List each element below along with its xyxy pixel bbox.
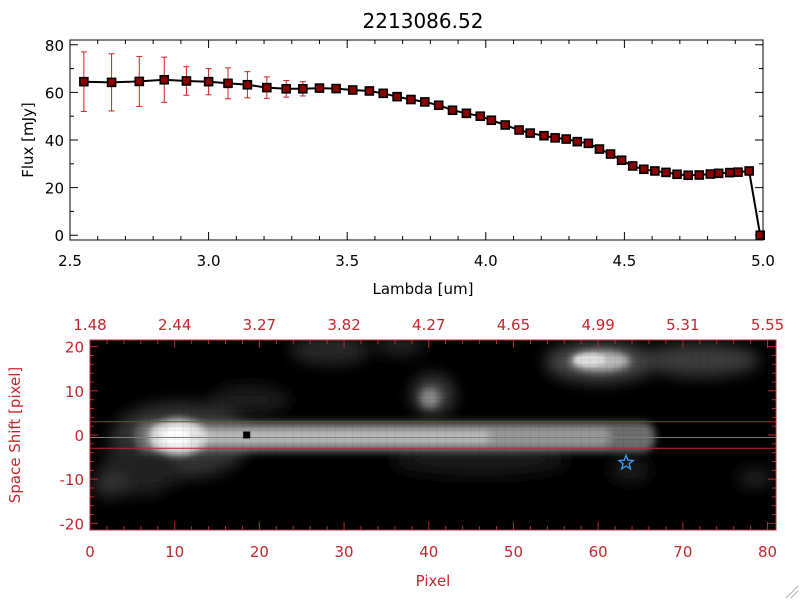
spectrum-y-label: Flux [mJy] (19, 102, 37, 178)
spectrum-axes: 2.5 3.0 3.5 4.0 4.5 5.0 0 20 40 60 80 (45, 37, 775, 270)
x-tick-label: 60 (589, 543, 608, 561)
data-point (79, 76, 89, 87)
y-tick-label: 10 (65, 383, 84, 401)
y-tick-label: 40 (45, 132, 64, 150)
data-point (347, 85, 358, 95)
data-point (242, 79, 253, 90)
data-point (572, 136, 583, 147)
data-point (281, 84, 292, 94)
data-point (433, 100, 444, 111)
data-point (616, 155, 627, 166)
y-tick-label: 80 (45, 37, 64, 55)
data-point (713, 168, 724, 179)
star-icon (617, 453, 635, 471)
data-point (134, 76, 145, 87)
top-tick-label: 5.55 (751, 316, 784, 334)
y-tick-label: -10 (60, 471, 85, 489)
x-tick-label: 0 (85, 543, 95, 561)
data-point (447, 105, 458, 116)
data-point (298, 84, 308, 94)
x-tick-label: 5.0 (751, 252, 775, 270)
top-tick-label: 1.48 (73, 316, 106, 334)
data-point (744, 166, 754, 176)
top-tick-label: 3.27 (243, 316, 276, 334)
spectrum-markers (79, 74, 766, 241)
data-point (461, 108, 472, 119)
data-point (683, 170, 693, 181)
data-point (650, 166, 660, 176)
spectrum-frame (69, 39, 764, 241)
top-tick-label: 5.31 (666, 316, 699, 334)
x-tick-label: 20 (250, 543, 269, 561)
x-tick-label: 50 (504, 543, 523, 561)
y-tick-label: 60 (45, 84, 64, 102)
data-point (181, 76, 192, 86)
data-point (539, 130, 549, 141)
data-point (159, 74, 170, 85)
data-point (392, 91, 402, 102)
data-point (561, 134, 571, 144)
data-point (500, 120, 511, 130)
data-point (106, 77, 117, 88)
data-point (672, 169, 682, 180)
x-tick-label: 4.5 (612, 252, 636, 270)
chart-title: 2213086.52 (363, 9, 484, 33)
data-point (724, 167, 735, 178)
spectrum-x-label: Lambda [um] (373, 280, 474, 298)
data-point (486, 115, 497, 126)
data-point (314, 83, 325, 93)
y-tick-label: 0 (54, 227, 64, 245)
y-tick-label: -20 (60, 515, 85, 533)
x-tick-label: 70 (673, 543, 692, 561)
data-point (661, 167, 671, 178)
top-tick-label: 4.99 (581, 316, 614, 334)
data-point (331, 83, 341, 94)
data-point (639, 164, 649, 175)
data-point (627, 161, 638, 171)
image-y-label: Space Shift [pixel] (6, 367, 24, 504)
x-tick-label: 10 (165, 543, 184, 561)
data-point (694, 170, 705, 180)
top-tick-label: 4.27 (412, 316, 445, 334)
x-tick-label: 3.5 (335, 252, 359, 270)
y-tick-label: 20 (65, 339, 84, 357)
top-tick-label: 4.65 (497, 316, 530, 334)
data-point (594, 144, 605, 154)
data-point (223, 78, 233, 89)
data-point (705, 169, 716, 179)
data-point (378, 88, 389, 99)
x-tick-label: 3.0 (197, 252, 221, 270)
x-tick-label: 40 (419, 543, 438, 561)
top-tick-label: 2.44 (158, 316, 191, 334)
data-point (583, 138, 594, 149)
image-x-label: Pixel (416, 572, 451, 590)
x-tick-label: 80 (758, 543, 777, 561)
data-point (475, 111, 486, 121)
data-point (550, 133, 560, 143)
position-square-marker (243, 431, 251, 439)
image-axes: 0 10 20 30 40 50 60 70 80 1.48 2.44 3.27 3.82 4.27 4.6… (60, 316, 785, 561)
spectrum-chart: 2213086.52 2.5 3.0 3.5 4.0 4.5 5.0 0 20 40 60 80 L… (19, 9, 775, 298)
data-point (755, 230, 766, 241)
x-tick-label: 4.0 (474, 252, 498, 270)
data-point (525, 128, 535, 138)
spectral-image-panel: 0 10 20 30 40 50 60 70 80 1.48 2.44 3.27 3.82 4.27 4.6… (6, 316, 784, 590)
y-tick-label: 20 (45, 180, 64, 198)
data-point (605, 149, 616, 159)
data-point (733, 167, 743, 177)
y-tick-label: 0 (74, 427, 84, 445)
top-tick-label: 3.82 (327, 316, 360, 334)
resize-grip-icon[interactable] (785, 585, 799, 599)
x-tick-label: 2.5 (58, 252, 82, 270)
data-point (364, 86, 375, 96)
data-point (420, 97, 430, 107)
data-point (203, 76, 214, 87)
spectral-image (90, 340, 776, 530)
data-point (514, 125, 524, 135)
data-point (406, 94, 416, 105)
x-tick-label: 30 (335, 543, 354, 561)
data-point (262, 82, 272, 93)
